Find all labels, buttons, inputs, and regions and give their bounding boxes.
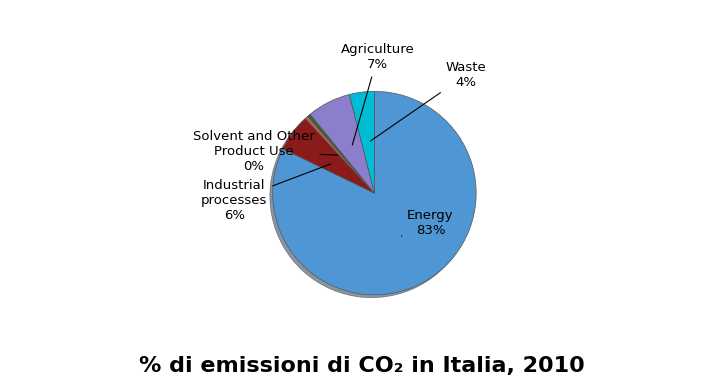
Text: % di emissioni di CO₂ in Italia, 2010: % di emissioni di CO₂ in Italia, 2010 (139, 356, 585, 376)
Text: Industrial
processes
6%: Industrial processes 6% (201, 164, 331, 222)
Wedge shape (283, 118, 374, 193)
Text: Waste
4%: Waste 4% (371, 61, 487, 141)
Wedge shape (350, 91, 374, 193)
Wedge shape (306, 116, 374, 193)
Text: Energy
83%: Energy 83% (401, 209, 454, 237)
Text: Agriculture
7%: Agriculture 7% (340, 43, 414, 145)
Wedge shape (310, 94, 374, 193)
Wedge shape (273, 91, 476, 295)
Text: Solvent and Other
Product Use
0%: Solvent and Other Product Use 0% (193, 130, 337, 173)
Wedge shape (308, 114, 374, 193)
